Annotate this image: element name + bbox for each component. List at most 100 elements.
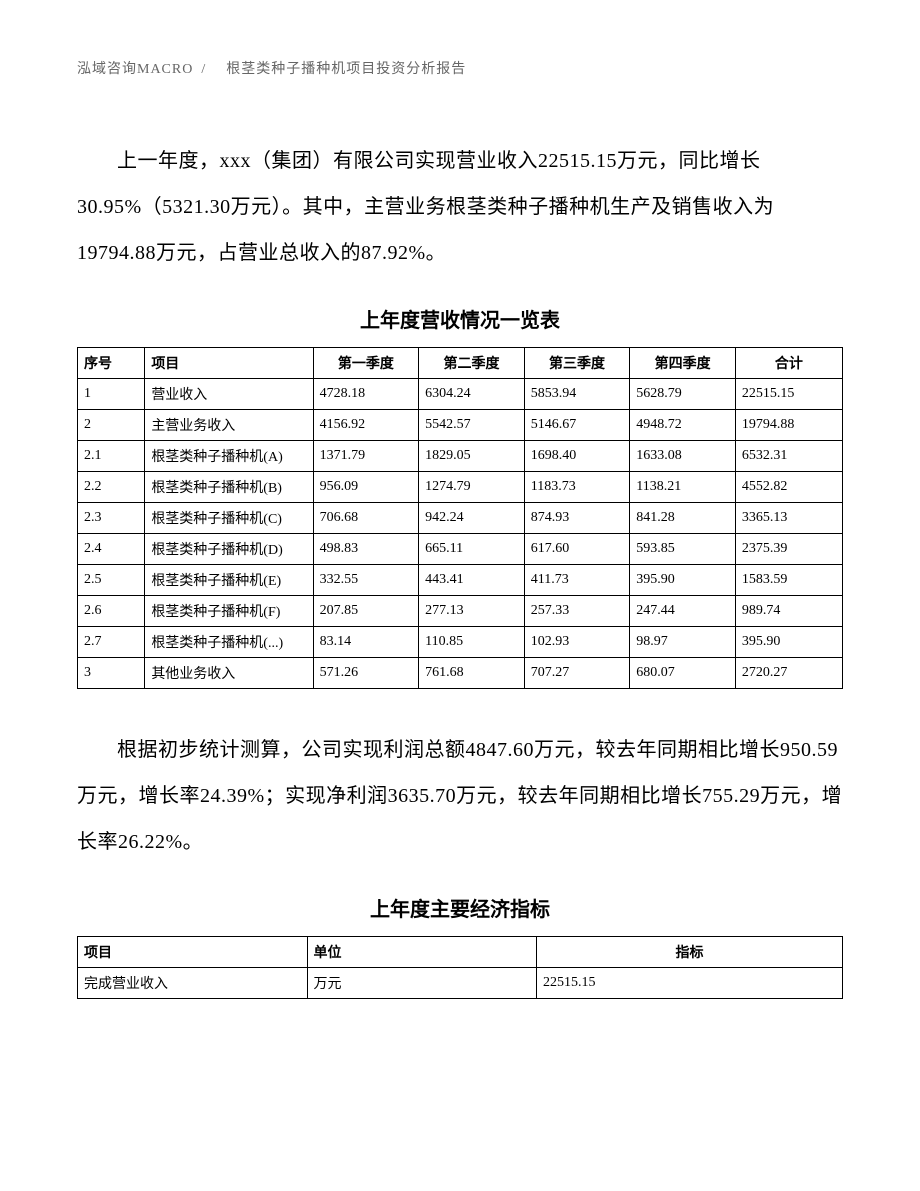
table-cell: 其他业务收入 bbox=[145, 658, 313, 689]
table-cell: 1371.79 bbox=[313, 441, 419, 472]
col-header: 序号 bbox=[78, 348, 145, 379]
col-header: 指标 bbox=[537, 937, 843, 968]
table-cell: 395.90 bbox=[735, 627, 842, 658]
table-cell: 根茎类种子播种机(B) bbox=[145, 472, 313, 503]
page-header: 泓域咨询MACRO/根茎类种子播种机项目投资分析报告 bbox=[77, 58, 843, 78]
table-row: 2.4根茎类种子播种机(D)498.83665.11617.60593.8523… bbox=[78, 534, 843, 565]
table-row: 2.2根茎类种子播种机(B)956.091274.791183.731138.2… bbox=[78, 472, 843, 503]
table-cell: 完成营业收入 bbox=[78, 968, 308, 999]
table-row: 2.3根茎类种子播种机(C)706.68942.24874.93841.2833… bbox=[78, 503, 843, 534]
table-cell: 22515.15 bbox=[537, 968, 843, 999]
col-header: 第二季度 bbox=[419, 348, 525, 379]
table-cell: 根茎类种子播种机(...) bbox=[145, 627, 313, 658]
table-header-row: 序号 项目 第一季度 第二季度 第三季度 第四季度 合计 bbox=[78, 348, 843, 379]
table-cell: 257.33 bbox=[524, 596, 630, 627]
table2-title: 上年度主要经济指标 bbox=[77, 893, 843, 922]
table-cell: 4948.72 bbox=[630, 410, 736, 441]
table-cell: 19794.88 bbox=[735, 410, 842, 441]
table-cell: 277.13 bbox=[419, 596, 525, 627]
table-row: 2.7根茎类种子播种机(...)83.14110.85102.9398.9739… bbox=[78, 627, 843, 658]
indicators-table: 项目 单位 指标 完成营业收入万元22515.15 bbox=[77, 936, 843, 999]
table-cell: 1829.05 bbox=[419, 441, 525, 472]
table-cell: 989.74 bbox=[735, 596, 842, 627]
table-cell: 2720.27 bbox=[735, 658, 842, 689]
table-cell: 22515.15 bbox=[735, 379, 842, 410]
table-cell: 761.68 bbox=[419, 658, 525, 689]
table-cell: 5853.94 bbox=[524, 379, 630, 410]
table-row: 2.5根茎类种子播种机(E)332.55443.41411.73395.9015… bbox=[78, 565, 843, 596]
table-row: 1营业收入4728.186304.245853.945628.7922515.1… bbox=[78, 379, 843, 410]
table-row: 2.6根茎类种子播种机(F)207.85277.13257.33247.4498… bbox=[78, 596, 843, 627]
table-cell: 443.41 bbox=[419, 565, 525, 596]
table-cell: 2375.39 bbox=[735, 534, 842, 565]
col-header: 项目 bbox=[145, 348, 313, 379]
paragraph-intro: 上一年度，xxx（集团）有限公司实现营业收入22515.15万元，同比增长30.… bbox=[77, 138, 843, 276]
table-cell: 110.85 bbox=[419, 627, 525, 658]
table-cell: 2.4 bbox=[78, 534, 145, 565]
paragraph-profit: 根据初步统计测算，公司实现利润总额4847.60万元，较去年同期相比增长950.… bbox=[77, 727, 843, 865]
table-cell: 498.83 bbox=[313, 534, 419, 565]
table-cell: 2.7 bbox=[78, 627, 145, 658]
table-cell: 1138.21 bbox=[630, 472, 736, 503]
table-cell: 332.55 bbox=[313, 565, 419, 596]
table-cell: 593.85 bbox=[630, 534, 736, 565]
col-header: 项目 bbox=[78, 937, 308, 968]
table-cell: 680.07 bbox=[630, 658, 736, 689]
table-cell: 1698.40 bbox=[524, 441, 630, 472]
table-row: 3其他业务收入571.26761.68707.27680.072720.27 bbox=[78, 658, 843, 689]
table-cell: 2.3 bbox=[78, 503, 145, 534]
col-header: 第四季度 bbox=[630, 348, 736, 379]
table-cell: 395.90 bbox=[630, 565, 736, 596]
table-cell: 98.97 bbox=[630, 627, 736, 658]
table-cell: 4156.92 bbox=[313, 410, 419, 441]
table-row: 完成营业收入万元22515.15 bbox=[78, 968, 843, 999]
table-cell: 207.85 bbox=[313, 596, 419, 627]
table-row: 2主营业务收入4156.925542.575146.674948.7219794… bbox=[78, 410, 843, 441]
header-separator: / bbox=[201, 62, 206, 77]
table-cell: 83.14 bbox=[313, 627, 419, 658]
table-cell: 2 bbox=[78, 410, 145, 441]
table-cell: 102.93 bbox=[524, 627, 630, 658]
table-cell: 3365.13 bbox=[735, 503, 842, 534]
table-cell: 411.73 bbox=[524, 565, 630, 596]
table-cell: 617.60 bbox=[524, 534, 630, 565]
table-cell: 2.2 bbox=[78, 472, 145, 503]
table-cell: 1183.73 bbox=[524, 472, 630, 503]
col-header: 合计 bbox=[735, 348, 842, 379]
table-cell: 6532.31 bbox=[735, 441, 842, 472]
table-cell: 5146.67 bbox=[524, 410, 630, 441]
table-cell: 2.5 bbox=[78, 565, 145, 596]
table-cell: 根茎类种子播种机(D) bbox=[145, 534, 313, 565]
table-cell: 根茎类种子播种机(C) bbox=[145, 503, 313, 534]
revenue-table: 序号 项目 第一季度 第二季度 第三季度 第四季度 合计 1营业收入4728.1… bbox=[77, 347, 843, 689]
table-cell: 根茎类种子播种机(F) bbox=[145, 596, 313, 627]
table-cell: 4728.18 bbox=[313, 379, 419, 410]
table-cell: 5628.79 bbox=[630, 379, 736, 410]
col-header: 单位 bbox=[307, 937, 537, 968]
table-cell: 706.68 bbox=[313, 503, 419, 534]
table-cell: 6304.24 bbox=[419, 379, 525, 410]
table-cell: 874.93 bbox=[524, 503, 630, 534]
table-row: 2.1根茎类种子播种机(A)1371.791829.051698.401633.… bbox=[78, 441, 843, 472]
table-cell: 根茎类种子播种机(E) bbox=[145, 565, 313, 596]
header-company: 泓域咨询MACRO bbox=[77, 62, 193, 77]
table-cell: 根茎类种子播种机(A) bbox=[145, 441, 313, 472]
table-cell: 3 bbox=[78, 658, 145, 689]
table-cell: 571.26 bbox=[313, 658, 419, 689]
table-cell: 主营业务收入 bbox=[145, 410, 313, 441]
table-cell: 4552.82 bbox=[735, 472, 842, 503]
table-cell: 956.09 bbox=[313, 472, 419, 503]
table-cell: 1633.08 bbox=[630, 441, 736, 472]
table-cell: 2.6 bbox=[78, 596, 145, 627]
table-cell: 2.1 bbox=[78, 441, 145, 472]
table-cell: 707.27 bbox=[524, 658, 630, 689]
table-cell: 营业收入 bbox=[145, 379, 313, 410]
col-header: 第一季度 bbox=[313, 348, 419, 379]
table-cell: 万元 bbox=[307, 968, 537, 999]
table-cell: 1583.59 bbox=[735, 565, 842, 596]
table-cell: 942.24 bbox=[419, 503, 525, 534]
table-cell: 1274.79 bbox=[419, 472, 525, 503]
table-cell: 841.28 bbox=[630, 503, 736, 534]
table-cell: 5542.57 bbox=[419, 410, 525, 441]
table-cell: 665.11 bbox=[419, 534, 525, 565]
